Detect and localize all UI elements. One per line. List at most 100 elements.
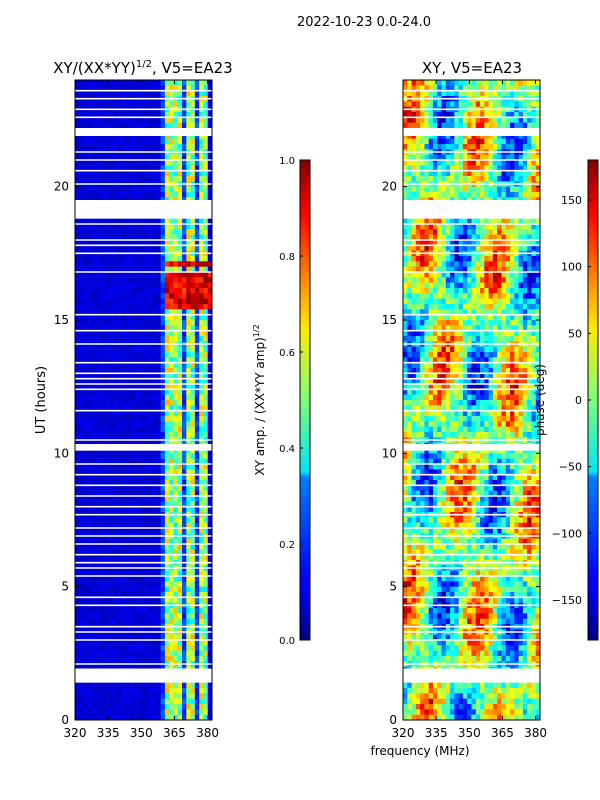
amplitude-cell (194, 458, 200, 465)
amplitude-cell (92, 346, 97, 353)
amplitude-cell (186, 320, 191, 326)
amplitude-cell (164, 586, 170, 593)
amplitude-cell (173, 357, 179, 364)
phase-cell (488, 165, 494, 172)
amplitude-cell (147, 645, 153, 652)
amplitude-cell (164, 261, 170, 268)
phase-cell (510, 245, 515, 252)
phase-cell (505, 186, 511, 193)
amplitude-cell (92, 698, 97, 705)
phase-cell (518, 117, 524, 124)
amplitude-heatmap (75, 80, 213, 721)
phase-cell (458, 117, 464, 124)
amplitude-cell (79, 170, 84, 177)
amplitude-cell (190, 325, 196, 332)
amplitude-cell (207, 597, 213, 604)
phase-cell (488, 154, 494, 161)
amplitude-cell (126, 570, 132, 577)
phase-cell (445, 165, 451, 172)
amplitude-cell (104, 80, 110, 86)
amplitude-cell (199, 272, 204, 278)
amplitude-cell (207, 656, 213, 662)
amplitude-cell (182, 490, 187, 497)
amplitude-cell (104, 688, 110, 694)
amplitude-cell (87, 485, 93, 492)
amplitude-cell (83, 293, 89, 300)
amplitude-cell (100, 272, 106, 278)
amplitude-cell (152, 138, 157, 145)
amplitude-cell (79, 298, 84, 305)
phase-cell (475, 144, 481, 150)
phase-cell (411, 186, 417, 193)
amplitude-cell (134, 282, 140, 289)
amplitude-cell (139, 592, 144, 598)
amplitude-cell (126, 458, 132, 465)
phase-cell (492, 186, 498, 193)
phase-cell (437, 80, 442, 86)
amplitude-cell (100, 506, 106, 513)
amplitude-cell (130, 506, 136, 513)
amplitude-cell (92, 218, 97, 225)
amplitude-cell (203, 576, 209, 582)
phase-cell (514, 154, 519, 161)
phase-cell (488, 133, 494, 140)
amplitude-cell (169, 266, 174, 273)
amplitude-cell (130, 496, 136, 502)
amplitude-cell (134, 618, 140, 625)
amplitude-cell (147, 320, 153, 326)
amplitude-cell (177, 154, 183, 161)
phase-cell (480, 160, 485, 166)
phase-cell (527, 186, 532, 193)
amplitude-cell (79, 85, 84, 92)
amplitude-cell (173, 218, 179, 225)
amplitude-cell (143, 682, 149, 689)
phase-cell (424, 80, 430, 86)
amplitude-cell (177, 330, 183, 337)
amplitude-cell (152, 586, 157, 593)
amplitude-cell (117, 346, 123, 353)
amplitude-cell (156, 192, 162, 198)
phase-cell (467, 117, 472, 124)
phase-cell (411, 160, 417, 166)
phase-cell (420, 245, 425, 252)
amplitude-cell (75, 309, 80, 316)
amplitude-cell (186, 117, 191, 124)
phase-cell (475, 165, 481, 172)
amplitude-cell (164, 528, 170, 534)
amplitude-cell (194, 400, 200, 406)
amplitude-cell (100, 517, 106, 524)
amplitude-cell (207, 410, 213, 417)
amplitude-cell (100, 480, 106, 486)
amplitude-cell (134, 544, 140, 550)
amplitude-cell (194, 277, 200, 284)
amplitude-cell (207, 634, 213, 641)
amplitude-cell (113, 608, 119, 614)
amplitude-cell (117, 224, 123, 230)
amplitude-cell (190, 293, 196, 300)
phase-cell (411, 176, 417, 182)
amplitude-cell (139, 192, 144, 198)
amplitude-cell (207, 80, 213, 86)
amplitude-cell (113, 400, 119, 406)
amplitude-cell (194, 304, 200, 310)
amplitude-cell (207, 538, 213, 545)
amplitude-cell (152, 618, 157, 625)
phase-cell (505, 90, 511, 97)
amplitude-cell (182, 112, 187, 118)
amplitude-cell (160, 298, 166, 305)
amplitude-cell (177, 80, 183, 86)
amplitude-cell (156, 570, 162, 577)
amplitude-cell (143, 714, 149, 721)
amplitude-cell (186, 112, 191, 118)
amplitude-cell (160, 144, 166, 150)
amplitude-cell (194, 688, 200, 694)
amplitude-cell (104, 293, 110, 300)
amplitude-cell (100, 373, 106, 380)
amplitude-cell (152, 704, 157, 710)
amplitude-cell (117, 634, 123, 641)
phase-cell (441, 154, 447, 161)
amplitude-cell (182, 554, 187, 561)
amplitude-cell (164, 704, 170, 710)
amplitude-cell (96, 426, 102, 433)
amplitude-cell (130, 448, 136, 454)
